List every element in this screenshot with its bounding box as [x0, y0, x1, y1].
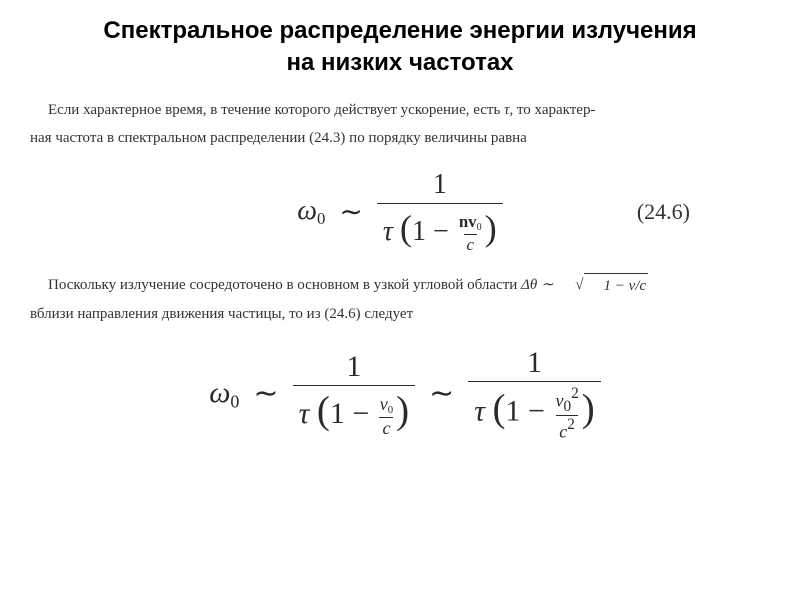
para1-text-a: Если характерное время, в течение которо… [48, 102, 504, 118]
denominator-1: τ (1 − nv0c) [377, 203, 503, 254]
sim-symbol-2b: ∼ [423, 376, 460, 411]
omega0: ω0 [297, 195, 325, 229]
denominator-2b: τ (1 − v02c2) [468, 381, 600, 441]
para1-text-c: ная частота в спектральном распределении… [30, 130, 527, 146]
equation-1-math: ω0 ∼ 1 τ (1 − nv0c) [297, 170, 503, 253]
fraction-2a: 1 τ (1 − v0c) [293, 350, 416, 437]
denominator-2a: τ (1 − v0c) [293, 385, 416, 437]
paragraph-2-line-2: вблизи направления движения частицы, то … [30, 302, 770, 326]
paragraph-1-line-1: Если характерное время, в течение которо… [30, 98, 770, 122]
numerator-2a: 1 [340, 350, 367, 385]
delta-theta: Δθ ∼ √1 − v/c [521, 277, 648, 293]
sim-symbol-2a: ∼ [247, 376, 284, 411]
title-line-1: Спектральное распределение энергии излуч… [103, 17, 696, 44]
equation-number-1: (24.6) [637, 199, 690, 225]
paragraph-1-line-2: ная частота в спектральном распределении… [30, 126, 770, 150]
slide-content: Спектральное распределение энергии излуч… [0, 0, 800, 477]
para2-text-b: вблизи направления движения частицы, то … [30, 306, 413, 322]
slide-title: Спектральное распределение энергии излуч… [30, 15, 770, 80]
paragraph-2-line-1: Поскольку излучение сосредоточено в осно… [30, 273, 770, 298]
omega0-2: ω0 [209, 376, 239, 412]
equation-2: ω0 ∼ 1 τ (1 − v0c) ∼ 1 τ (1 − v02c2) [30, 346, 770, 441]
para1-text-b: , то характер- [509, 102, 595, 118]
numerator-2b: 1 [521, 346, 548, 381]
fraction-1: 1 τ (1 − nv0c) [377, 170, 503, 253]
para2-text-a: Поскольку излучение сосредоточено в осно… [48, 277, 521, 293]
sim-symbol: ∼ [333, 195, 368, 229]
fraction-2b: 1 τ (1 − v02c2) [468, 346, 600, 441]
numerator-1: 1 [427, 170, 453, 203]
title-line-2: на низких частотах [286, 49, 513, 76]
equation-24-6: ω0 ∼ 1 τ (1 − nv0c) (24.6) [30, 170, 770, 253]
equation-2-math: ω0 ∼ 1 τ (1 − v0c) ∼ 1 τ (1 − v02c2) [209, 346, 601, 441]
